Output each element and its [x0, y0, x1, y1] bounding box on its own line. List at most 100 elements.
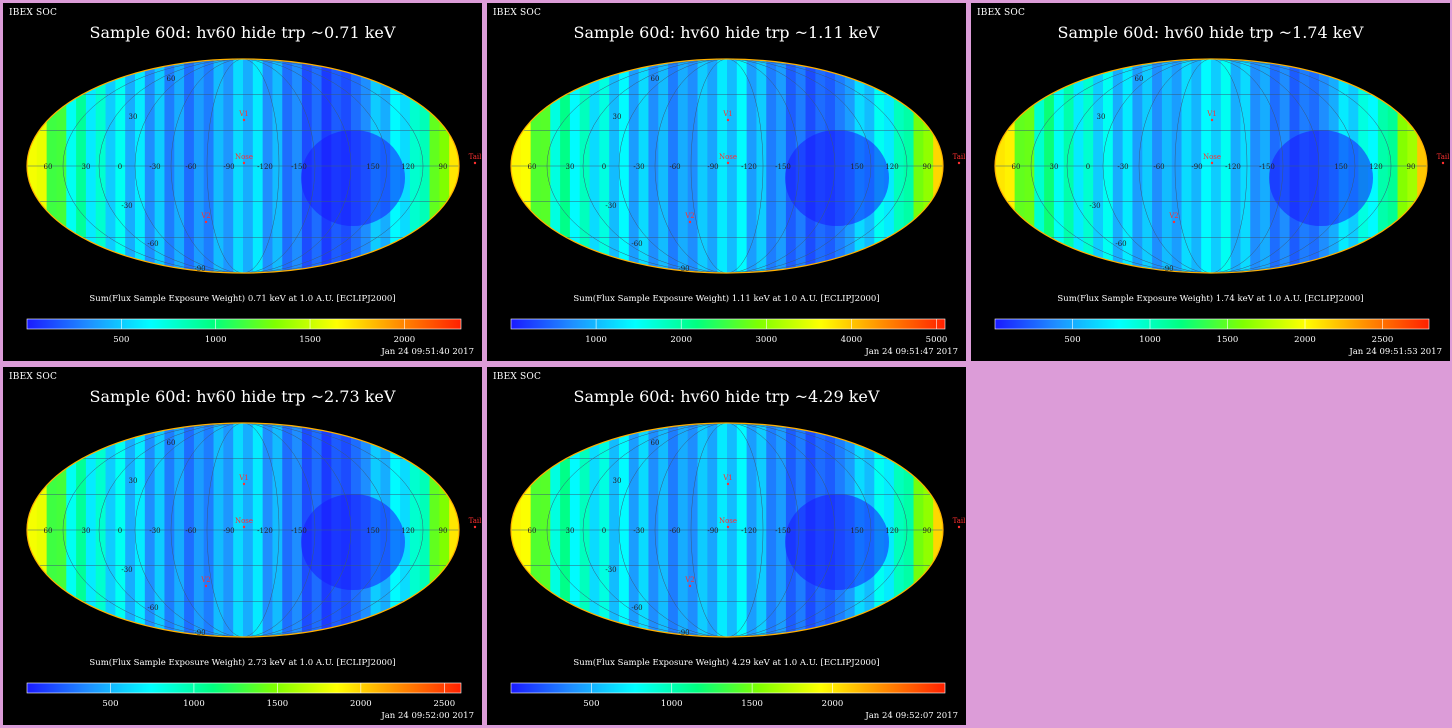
marker-dot	[242, 525, 246, 529]
lon-label: 90	[439, 163, 448, 171]
panel-title: Sample 60d: hv60 hide trp ~2.73 keV	[89, 387, 396, 406]
colorbar-tick-label: 1000	[183, 699, 205, 709]
marker-v2: V2	[1168, 212, 1179, 220]
colorbar-tick-label: 1000	[661, 699, 683, 709]
lat-label: -30	[605, 566, 616, 574]
lon-label: -90	[223, 527, 234, 535]
marker-nose: Nose	[719, 517, 737, 525]
graticule-line	[690, 59, 764, 273]
lat-label: -90	[678, 629, 689, 637]
lon-label: -120	[741, 527, 757, 535]
lon-label: -150	[291, 163, 307, 171]
lat-label: 60	[167, 439, 176, 447]
lon-label: 90	[439, 527, 448, 535]
lat-label: 30	[129, 113, 138, 121]
marker-dot	[726, 525, 730, 529]
colorbar	[994, 318, 1430, 330]
marker-tail: Tail	[1437, 153, 1450, 161]
marker-dot	[957, 161, 961, 165]
lon-label: -120	[257, 163, 273, 171]
sky-map-panel: 60 30 0 -30 -60 -90 -120 -150 150 120 90 60 30 -30 -60…	[3, 3, 482, 361]
lon-label: -150	[775, 527, 791, 535]
map-region	[785, 130, 889, 226]
timestamp: Jan 24 09:51:53 2017	[1349, 347, 1442, 357]
graticule-line	[582, 59, 872, 273]
lat-label: 30	[1097, 113, 1106, 121]
graticule-line	[170, 59, 316, 273]
lon-label: 0	[118, 527, 122, 535]
marker-dot	[957, 525, 961, 529]
soc-label: IBEX SOC	[9, 8, 58, 18]
graticule-line	[62, 59, 424, 273]
marker-dot	[1210, 118, 1214, 122]
lon-label: 0	[602, 163, 606, 171]
lon-label: 150	[850, 527, 863, 535]
colorbar-tick-label: 1500	[741, 699, 763, 709]
lon-label: 60	[528, 163, 537, 171]
lon-label: -60	[1153, 163, 1164, 171]
marker-dot	[204, 220, 208, 224]
map-region	[301, 494, 405, 590]
marker-dot	[688, 220, 692, 224]
colorbar-caption: Sum(Flux Sample Exposure Weight) 1.11 ke…	[573, 294, 880, 304]
graticule-line	[134, 59, 352, 273]
lon-label: -30	[633, 163, 644, 171]
marker-nose: Nose	[1203, 153, 1221, 161]
lat-label: 30	[129, 477, 138, 485]
lat-label: 60	[1135, 75, 1144, 83]
lat-label: -90	[1162, 265, 1173, 273]
lon-label: -90	[707, 163, 718, 171]
colorbar-tick-label: 2000	[394, 335, 416, 345]
marker-dot	[688, 584, 692, 588]
marker-v2: V2	[200, 212, 211, 220]
lon-label: -30	[633, 527, 644, 535]
panel-title: Sample 60d: hv60 hide trp ~0.71 keV	[89, 23, 396, 42]
graticule-line	[582, 423, 872, 637]
colorbar-caption: Sum(Flux Sample Exposure Weight) 1.74 ke…	[1057, 294, 1364, 304]
graticule-line	[1102, 59, 1320, 273]
colorbar-tick-label: 2000	[670, 335, 692, 345]
lat-label: -90	[194, 265, 205, 273]
lon-label: 120	[1369, 163, 1382, 171]
marker-dot	[473, 161, 477, 165]
lon-label: 0	[1086, 163, 1090, 171]
lon-label: 150	[366, 163, 379, 171]
colorbar-tick-label: 2500	[1372, 335, 1394, 345]
colorbar-tick-label: 1000	[1139, 335, 1161, 345]
colorbar-tick-label: 2000	[1294, 335, 1316, 345]
colorbar-tick-label: 1000	[205, 335, 227, 345]
colorbar-tick-label: 3000	[755, 335, 777, 345]
sky-map-svg: 60 30 0 -30 -60 -90 -120 -150 150 120 90 60 30 -30 -60…	[510, 422, 966, 709]
panel-title: Sample 60d: hv60 hide trp ~1.74 keV	[1057, 23, 1364, 42]
lon-label: 150	[850, 163, 863, 171]
sky-map-image	[27, 423, 459, 637]
graticule-line	[1030, 59, 1392, 273]
marker-dot	[242, 161, 246, 165]
marker-v2: V2	[200, 576, 211, 584]
lat-label: -30	[121, 202, 132, 210]
lon-label: -120	[1225, 163, 1241, 171]
colorbar-tick-label: 500	[1064, 335, 1080, 345]
colorbar-tick-label: 500	[113, 335, 129, 345]
sky-map-svg: 60 30 0 -30 -60 -90 -120 -150 150 120 90 60 30 -30 -60…	[510, 58, 966, 345]
map-outline	[510, 422, 944, 638]
colorbar-tick-label: 2500	[433, 699, 455, 709]
lon-label: -120	[257, 527, 273, 535]
marker-dot	[1172, 220, 1176, 224]
colorbar-tick-label: 1500	[267, 699, 289, 709]
lat-label: 60	[651, 75, 660, 83]
marker-dot	[726, 161, 730, 165]
marker-dot	[242, 118, 246, 122]
sky-map-image	[995, 59, 1427, 273]
lat-label: 30	[613, 113, 622, 121]
lon-label: -60	[185, 527, 196, 535]
colorbar-caption: Sum(Flux Sample Exposure Weight) 4.29 ke…	[573, 658, 880, 668]
sky-map-panel: 60 30 0 -30 -60 -90 -120 -150 150 120 90 60 30 -30 -60…	[971, 3, 1450, 361]
lon-label: 150	[366, 527, 379, 535]
sky-map-image	[27, 59, 459, 273]
soc-label: IBEX SOC	[9, 372, 58, 382]
marker-tail: Tail	[469, 153, 482, 161]
lon-label: -60	[669, 527, 680, 535]
map-outline	[994, 58, 1428, 274]
lon-label: 90	[1407, 163, 1416, 171]
